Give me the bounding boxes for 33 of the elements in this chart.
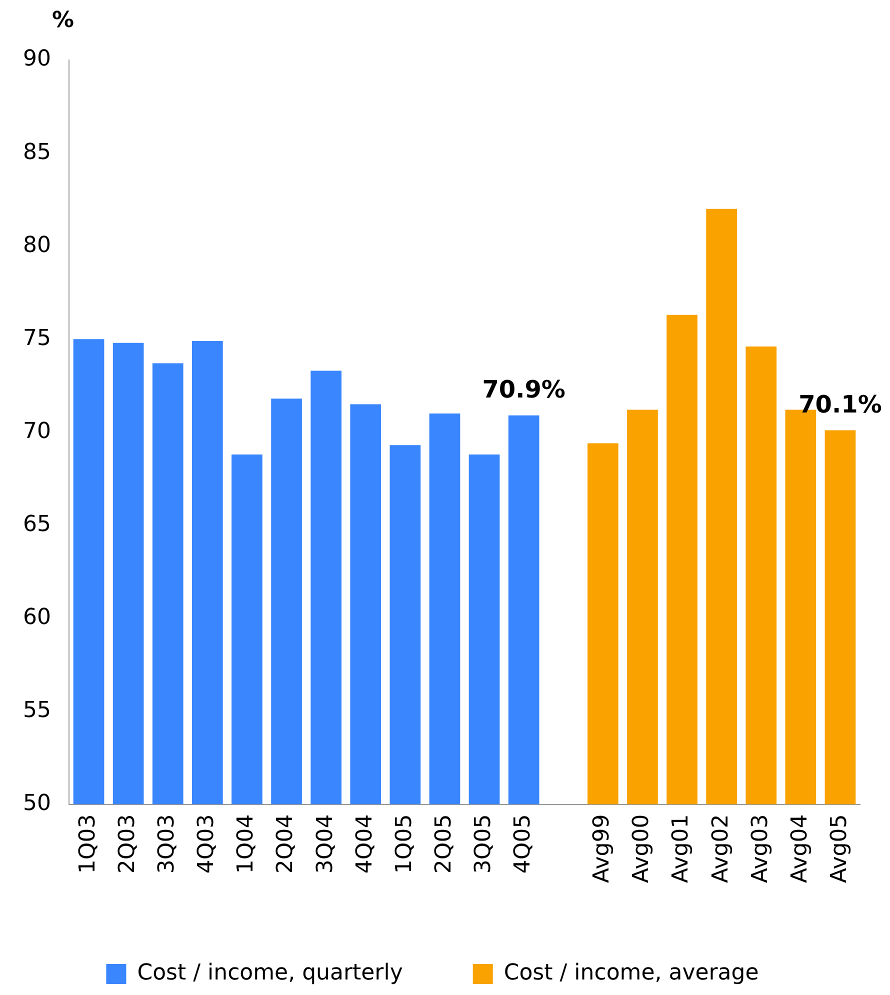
- x-tick-label: 1Q04: [234, 814, 259, 874]
- legend-label: Cost / income, quarterly: [137, 960, 403, 986]
- legend-label: Cost / income, average: [504, 960, 759, 986]
- annotation: 70.9%: [482, 376, 566, 404]
- x-tick-label: 2Q04: [273, 814, 298, 874]
- y-tick-label: 70: [22, 418, 51, 444]
- x-tick-label: 4Q05: [510, 814, 536, 874]
- x-tick-label: 4Q04: [352, 814, 378, 874]
- x-tick-label: 3Q04: [312, 814, 338, 874]
- y-tick-label: 85: [22, 140, 51, 165]
- y-tick-label: 90: [22, 46, 51, 72]
- y-tick-label: 60: [22, 604, 51, 630]
- x-tick-label: Avg02: [708, 814, 734, 884]
- x-tick-label: Avg01: [668, 814, 694, 884]
- x-tick-label: 3Q03: [154, 814, 180, 874]
- x-tick-label: Avg00: [629, 814, 654, 884]
- y-tick-label: 75: [22, 326, 51, 351]
- x-tick-label: 4Q03: [194, 814, 220, 874]
- annotation: 70.1%: [798, 390, 882, 419]
- x-tick-label: 3Q05: [470, 814, 496, 874]
- x-tick-label: Avg99: [590, 814, 615, 884]
- y-tick-label: 55: [22, 698, 51, 723]
- y-tick-label: 65: [22, 512, 51, 537]
- y-tick-label: 80: [22, 232, 51, 258]
- x-tick-label: Avg04: [787, 814, 812, 884]
- x-tick-label: 1Q05: [392, 814, 417, 874]
- x-tick-label: 2Q05: [431, 814, 456, 874]
- x-tick-label: Avg05: [826, 814, 852, 884]
- x-tick-label: 2Q03: [115, 814, 140, 874]
- y-tick-label: 50: [22, 790, 51, 816]
- y-axis-title: %: [52, 8, 74, 33]
- x-tick-label: 1Q03: [75, 814, 100, 874]
- x-tick-label: Avg03: [748, 814, 773, 884]
